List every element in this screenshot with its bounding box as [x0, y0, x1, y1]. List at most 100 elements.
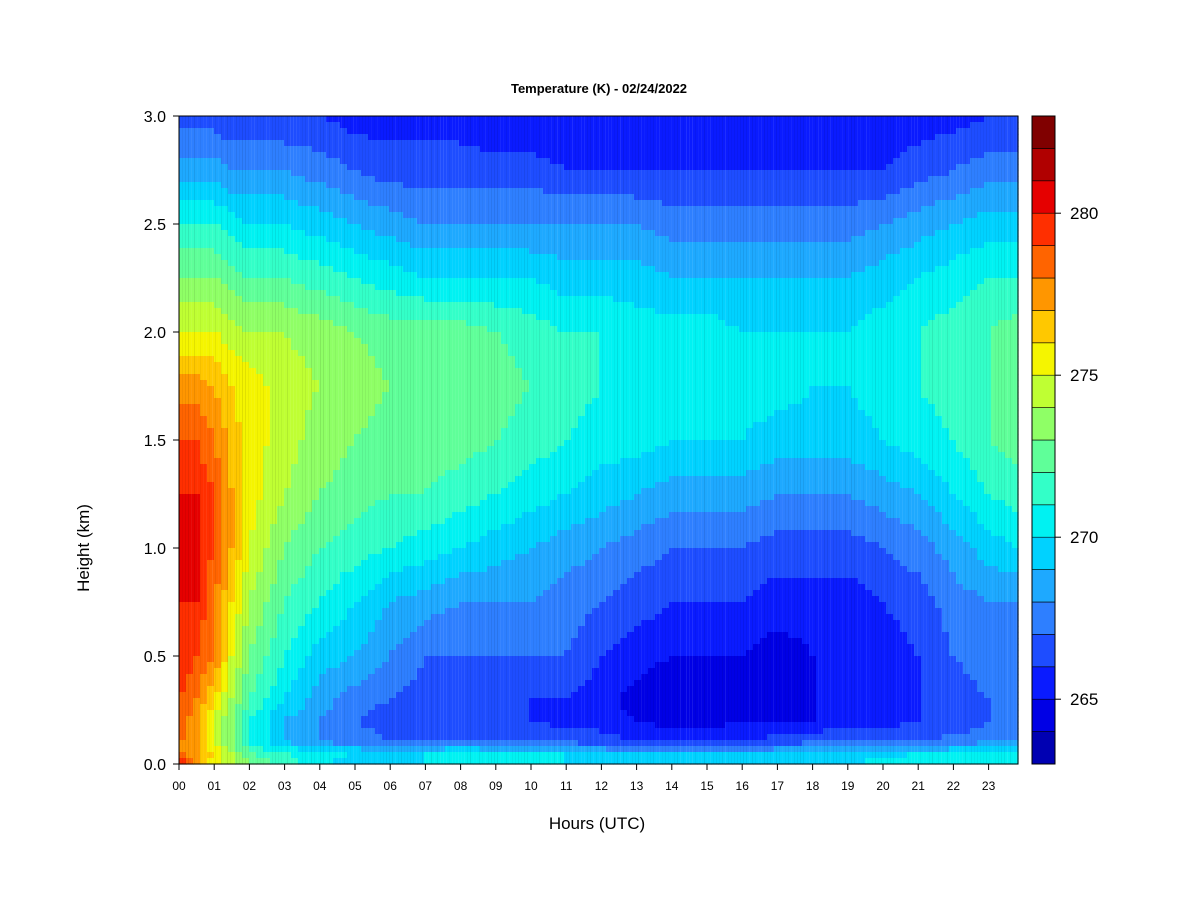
heatmap-cell [466, 260, 474, 267]
heatmap-cell [501, 182, 509, 189]
heatmap-cell [312, 512, 320, 519]
heatmap-cell [340, 680, 348, 687]
heatmap-cell [410, 758, 418, 765]
heatmap-cell [438, 512, 446, 519]
heatmap-cell [466, 242, 474, 249]
heatmap-cell [326, 194, 334, 201]
heatmap-cell [354, 182, 362, 189]
heatmap-cell [263, 548, 271, 555]
heatmap-cell [186, 710, 194, 717]
heatmap-cell [361, 302, 369, 309]
heatmap-cell [431, 686, 439, 693]
heatmap-cell [235, 362, 243, 369]
heatmap-cell [438, 338, 446, 345]
heatmap-cell [249, 344, 257, 351]
heatmap-cell [179, 266, 187, 273]
heatmap-cell [361, 680, 369, 687]
heatmap-cell [368, 362, 376, 369]
heatmap-cell [473, 272, 481, 279]
heatmap-cell [501, 212, 509, 219]
heatmap-cell [340, 572, 348, 579]
heatmap-cell [424, 260, 432, 267]
heatmap-cell [410, 518, 418, 525]
heatmap-cell [319, 254, 327, 261]
heatmap-cell [382, 158, 390, 165]
heatmap-cell [431, 482, 439, 489]
heatmap-cell [312, 704, 320, 711]
heatmap-cell [319, 560, 327, 567]
heatmap-cell [466, 236, 474, 243]
heatmap-cell [354, 302, 362, 309]
heatmap-cell [249, 338, 257, 345]
heatmap-cell [193, 734, 201, 741]
heatmap-cell [424, 584, 432, 591]
heatmap-cell [305, 200, 313, 207]
heatmap-cell [459, 158, 467, 165]
heatmap-cell [200, 296, 208, 303]
heatmap-cell [298, 380, 306, 387]
heatmap-cell [417, 344, 425, 351]
heatmap-cell [235, 404, 243, 411]
heatmap-cell [256, 752, 264, 759]
heatmap-cell [312, 416, 320, 423]
heatmap-cell [368, 506, 376, 513]
heatmap-cell [221, 530, 229, 537]
heatmap-cell [417, 230, 425, 237]
heatmap-cell [249, 470, 257, 477]
heatmap-cell [494, 584, 502, 591]
heatmap-cell [424, 674, 432, 681]
heatmap-cell [270, 266, 278, 273]
heatmap-cell [277, 506, 285, 513]
heatmap-cell [382, 614, 390, 621]
heatmap-cell [333, 158, 341, 165]
heatmap-cell [179, 752, 187, 759]
heatmap-cell [200, 578, 208, 585]
heatmap-cell [270, 434, 278, 441]
heatmap-cell [354, 404, 362, 411]
heatmap-cell [242, 200, 250, 207]
heatmap-cell [256, 146, 264, 153]
heatmap-cell [438, 476, 446, 483]
heatmap-cell [340, 722, 348, 729]
heatmap-cell [235, 176, 243, 183]
heatmap-cell [375, 242, 383, 249]
heatmap-cell [249, 146, 257, 153]
heatmap-cell [179, 578, 187, 585]
heatmap-cell [396, 188, 404, 195]
heatmap-cell [368, 398, 376, 405]
heatmap-cell [235, 734, 243, 741]
heatmap-cell [480, 680, 488, 687]
heatmap-cell [396, 368, 404, 375]
heatmap-cell [242, 614, 250, 621]
heatmap-cell [473, 320, 481, 327]
heatmap-cell [270, 404, 278, 411]
heatmap-cell [312, 638, 320, 645]
heatmap-cell [466, 422, 474, 429]
heatmap-cell [298, 626, 306, 633]
heatmap-cell [249, 668, 257, 675]
heatmap-cell [417, 254, 425, 261]
heatmap-cell [200, 284, 208, 291]
heatmap-cell [228, 590, 236, 597]
heatmap-cell [207, 740, 215, 747]
heatmap-cell [193, 398, 201, 405]
heatmap-cell [466, 212, 474, 219]
heatmap-cell [389, 146, 397, 153]
heatmap-cell [354, 752, 362, 759]
heatmap-cell [284, 284, 292, 291]
heatmap-cell [375, 692, 383, 699]
heatmap-cell [312, 716, 320, 723]
heatmap-cell [284, 536, 292, 543]
heatmap-cell [333, 470, 341, 477]
heatmap-cell [277, 236, 285, 243]
heatmap-cell [200, 680, 208, 687]
heatmap-cell [319, 146, 327, 153]
heatmap-cell [473, 326, 481, 333]
heatmap-cell [473, 590, 481, 597]
heatmap-cell [207, 206, 215, 213]
heatmap-cell [326, 296, 334, 303]
heatmap-cell [249, 296, 257, 303]
heatmap-cell [186, 296, 194, 303]
heatmap-cell [382, 236, 390, 243]
heatmap-cell [361, 578, 369, 585]
